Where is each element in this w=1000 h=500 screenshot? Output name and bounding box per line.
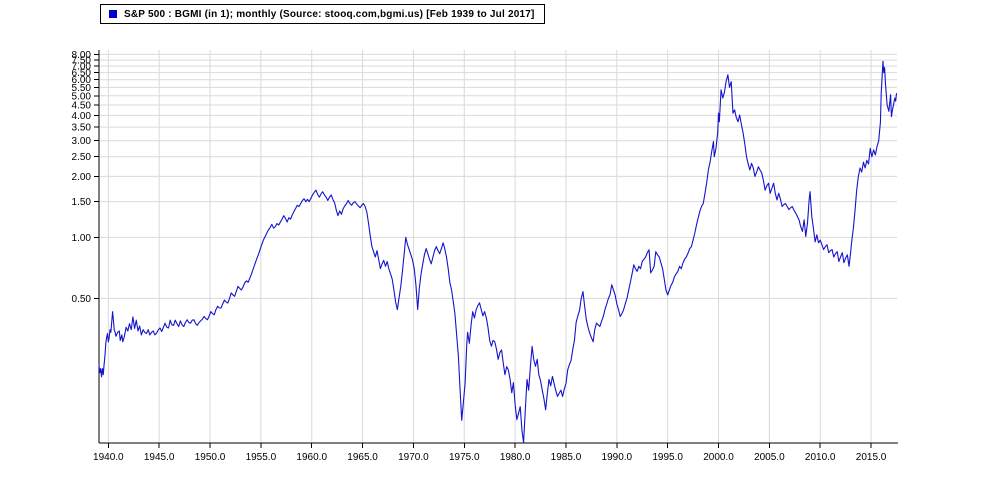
y-tick-label: 1.50 xyxy=(72,197,92,208)
y-tick-label: 0.50 xyxy=(72,294,92,305)
x-tick-label: 1965.0 xyxy=(347,452,378,463)
y-tick-label: 6.00 xyxy=(72,75,92,86)
x-tick-label: 2015.0 xyxy=(856,452,887,463)
y-tick-label: 7.50 xyxy=(72,56,92,67)
x-tick-label: 1945.0 xyxy=(144,452,175,463)
x-tick-label: 1970.0 xyxy=(398,452,429,463)
y-tick-label: 8.00 xyxy=(72,50,92,61)
x-tick-label: 1995.0 xyxy=(652,452,683,463)
y-tick-label: 3.50 xyxy=(72,123,92,134)
y-tick-label: 2.50 xyxy=(72,152,92,163)
legend-title: S&P 500 : BGMI (in 1); monthly (Source: … xyxy=(124,8,535,20)
y-tick-label: 6.50 xyxy=(72,68,92,79)
y-tick-label: 3.00 xyxy=(72,136,92,147)
x-tick-label: 1990.0 xyxy=(602,452,633,463)
x-tick-label: 2010.0 xyxy=(805,452,836,463)
y-tick-label: 1.00 xyxy=(72,233,92,244)
y-tick-label: 4.00 xyxy=(72,111,92,122)
series-marker-icon xyxy=(109,10,117,18)
x-tick-label: 1985.0 xyxy=(551,452,582,463)
x-tick-label: 2005.0 xyxy=(754,452,785,463)
x-tick-label: 1940.0 xyxy=(93,452,124,463)
x-tick-label: 1960.0 xyxy=(296,452,327,463)
y-tick-label: 4.50 xyxy=(72,101,92,112)
y-tick-label: 5.00 xyxy=(72,91,92,102)
y-tick-label: 5.50 xyxy=(72,83,92,94)
x-tick-label: 1980.0 xyxy=(500,452,531,463)
x-tick-label: 2000.0 xyxy=(703,452,734,463)
x-tick-label: 1975.0 xyxy=(449,452,480,463)
x-tick-label: 1955.0 xyxy=(246,452,277,463)
y-tick-label: 2.00 xyxy=(72,172,92,183)
y-tick-label: 7.00 xyxy=(72,62,92,73)
x-tick-label: 1950.0 xyxy=(195,452,226,463)
legend-box: S&P 500 : BGMI (in 1); monthly (Source: … xyxy=(100,4,545,24)
series-line xyxy=(98,60,898,444)
